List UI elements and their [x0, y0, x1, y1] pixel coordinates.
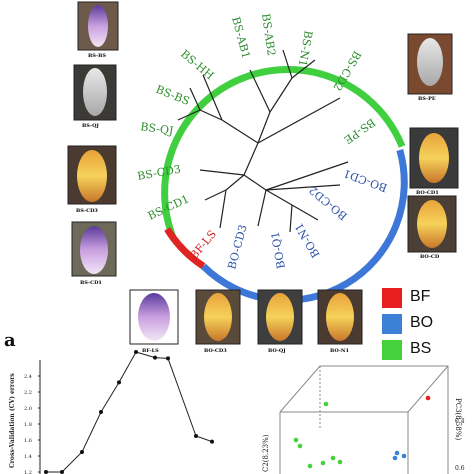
panel-letter: a: [4, 330, 16, 351]
legend-label-bf: BF: [410, 288, 431, 305]
photo-caption: BO-QJ: [268, 348, 286, 354]
pca-point: [297, 443, 303, 449]
photo-caption: BO-CD3: [204, 348, 227, 354]
pca-point: [293, 437, 299, 443]
photo-caption: BF-LS: [142, 348, 159, 354]
photo-bo-qj: BO-QJ: [257, 289, 303, 354]
pca-point: [392, 455, 398, 461]
pca-box: [279, 365, 449, 474]
cv-ytick-label: 2.4: [24, 374, 32, 380]
cv-point: [166, 356, 170, 361]
photo-bs-cd1: BS-CD1: [71, 221, 117, 286]
cv-point: [117, 380, 121, 385]
photo-bo-cd3: BO-CD3: [195, 289, 241, 354]
photo-bs-bs: BS-BS: [77, 1, 119, 59]
photo-caption: BS-QJ: [82, 123, 99, 129]
legend-swatch-bo: [382, 314, 402, 334]
cv-ytick-label: 1.6: [24, 438, 32, 444]
photo-caption: BS-BS: [88, 53, 106, 59]
photo-bs-qj: BS-QJ: [73, 64, 117, 129]
leaf-label: BO-Q1: [269, 231, 288, 270]
cv-point: [210, 439, 214, 444]
photo-bf-ls: BF-LS: [129, 289, 179, 354]
pca-point: [337, 459, 343, 465]
pca-point: [394, 450, 400, 456]
photo-caption: BS-CD3: [76, 208, 98, 214]
cv-ylabel: Cross-Validation (CV) errors: [9, 373, 16, 468]
leaf-label: BS-QJ: [140, 120, 175, 137]
cv-line: [46, 351, 213, 473]
cv-ytick-label: 2.2: [24, 390, 32, 396]
cv-ytick-label: 1.2: [24, 470, 32, 474]
pca-point: [320, 460, 326, 466]
arc-bf: [164, 227, 206, 270]
legend-swatch-bf: [382, 288, 402, 308]
tree-branches: [177, 49, 349, 233]
cv-point: [44, 470, 48, 474]
pca-tick: 0.6: [455, 465, 465, 472]
arc-bs: [161, 66, 406, 241]
legend-label-bo: BO: [410, 314, 434, 331]
photo-caption: BO-N1: [330, 348, 349, 354]
leaf-label: BS-N1: [296, 29, 315, 67]
photo-bo-n1: BO-N1: [317, 289, 363, 354]
pca-point: [323, 401, 329, 407]
photo-caption: BO-CD: [420, 254, 440, 260]
legend-label-bs: BS: [410, 340, 432, 357]
pca-point: [307, 463, 313, 469]
pca-pc2-label: C2(8.23%): [262, 434, 270, 472]
photo-bo-cd1: BO-CD1: [409, 127, 459, 196]
photo-bs-pe: BS-PE: [407, 33, 453, 102]
pca-point: [401, 453, 407, 459]
photo-bo-cd: BO-CD: [407, 195, 457, 260]
cv-ytick-label: 1.4: [24, 454, 32, 460]
photo-caption: BS-CD1: [80, 280, 102, 286]
cv-ytick-label: 1.8: [24, 422, 32, 428]
legend-swatch-bs: [382, 340, 402, 360]
cv-point: [134, 350, 138, 354]
cv-point: [60, 470, 64, 474]
pca-tick: 0.4: [455, 418, 465, 425]
arc-bo: [200, 149, 408, 304]
pca-points: [293, 395, 431, 469]
cv-point: [80, 450, 84, 454]
photo-bs-cd3: BS-CD3: [67, 145, 117, 214]
pca-point: [425, 395, 431, 401]
cv-point: [194, 434, 198, 438]
photo-caption: BO-CD1: [416, 190, 439, 196]
leaf-label: BS-AB2: [259, 13, 278, 57]
cv-point: [153, 355, 157, 360]
photo-caption: BS-PE: [418, 96, 436, 102]
pca-pc3-label: PC3(8.58%): [454, 398, 462, 440]
cv-point: [99, 410, 103, 414]
cv-ytick-label: 2.0: [24, 406, 32, 412]
pca-point: [330, 455, 336, 461]
